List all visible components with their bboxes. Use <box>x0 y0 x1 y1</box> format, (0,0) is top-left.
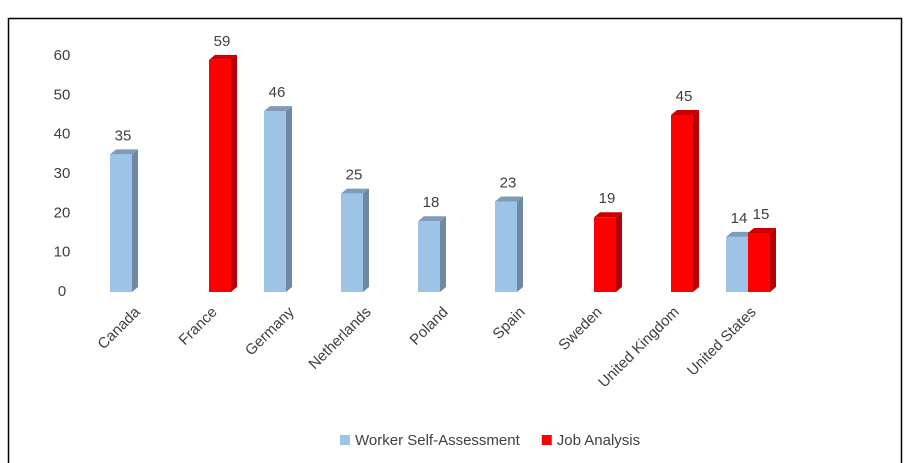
bar <box>209 59 231 292</box>
bar <box>264 111 286 292</box>
bar-side <box>132 149 138 292</box>
bar <box>110 154 132 292</box>
legend-label: Job Analysis <box>557 432 640 449</box>
data-label: 23 <box>500 175 517 192</box>
bar-top <box>594 212 622 218</box>
bar-side <box>770 228 776 292</box>
data-label: 46 <box>269 84 286 101</box>
y-tick-label: 30 <box>54 165 71 182</box>
bar <box>671 115 693 292</box>
bar-side <box>693 110 699 292</box>
bar <box>341 193 363 292</box>
y-tick-label: 10 <box>54 244 71 261</box>
bar-top <box>418 216 446 222</box>
bar-side <box>440 216 446 292</box>
bar-top <box>495 196 523 202</box>
bar-top <box>341 188 369 194</box>
bar-side <box>231 54 237 292</box>
bar <box>726 236 748 292</box>
bar-side <box>363 188 369 292</box>
bar <box>748 233 770 292</box>
y-tick-label: 20 <box>54 204 71 221</box>
legend-swatch <box>340 435 350 445</box>
data-label: 18 <box>423 194 440 211</box>
legend-label: Worker Self-Assessment <box>355 432 521 449</box>
data-label: 35 <box>115 127 132 144</box>
bar-side <box>616 212 622 292</box>
data-label: 25 <box>346 167 363 184</box>
bar-top <box>726 231 754 237</box>
bar-side <box>286 106 292 292</box>
bar <box>495 201 517 292</box>
bar-top <box>264 106 292 112</box>
bar <box>418 221 440 292</box>
data-label: 19 <box>599 190 616 207</box>
y-tick-label: 40 <box>54 126 71 143</box>
bar-top <box>748 228 776 233</box>
y-tick-label: 0 <box>58 283 66 300</box>
data-label: 14 <box>731 210 748 227</box>
y-tick-label: 60 <box>54 47 71 64</box>
bar-top <box>209 54 237 60</box>
y-tick-label: 50 <box>54 86 71 103</box>
legend-swatch <box>541 435 552 445</box>
bar-top <box>110 149 138 155</box>
data-label: 59 <box>214 33 231 50</box>
data-label: 45 <box>676 88 693 105</box>
bar-side <box>517 196 523 292</box>
bar <box>594 217 616 292</box>
data-label: 15 <box>753 206 770 223</box>
bar-top <box>671 110 699 115</box>
